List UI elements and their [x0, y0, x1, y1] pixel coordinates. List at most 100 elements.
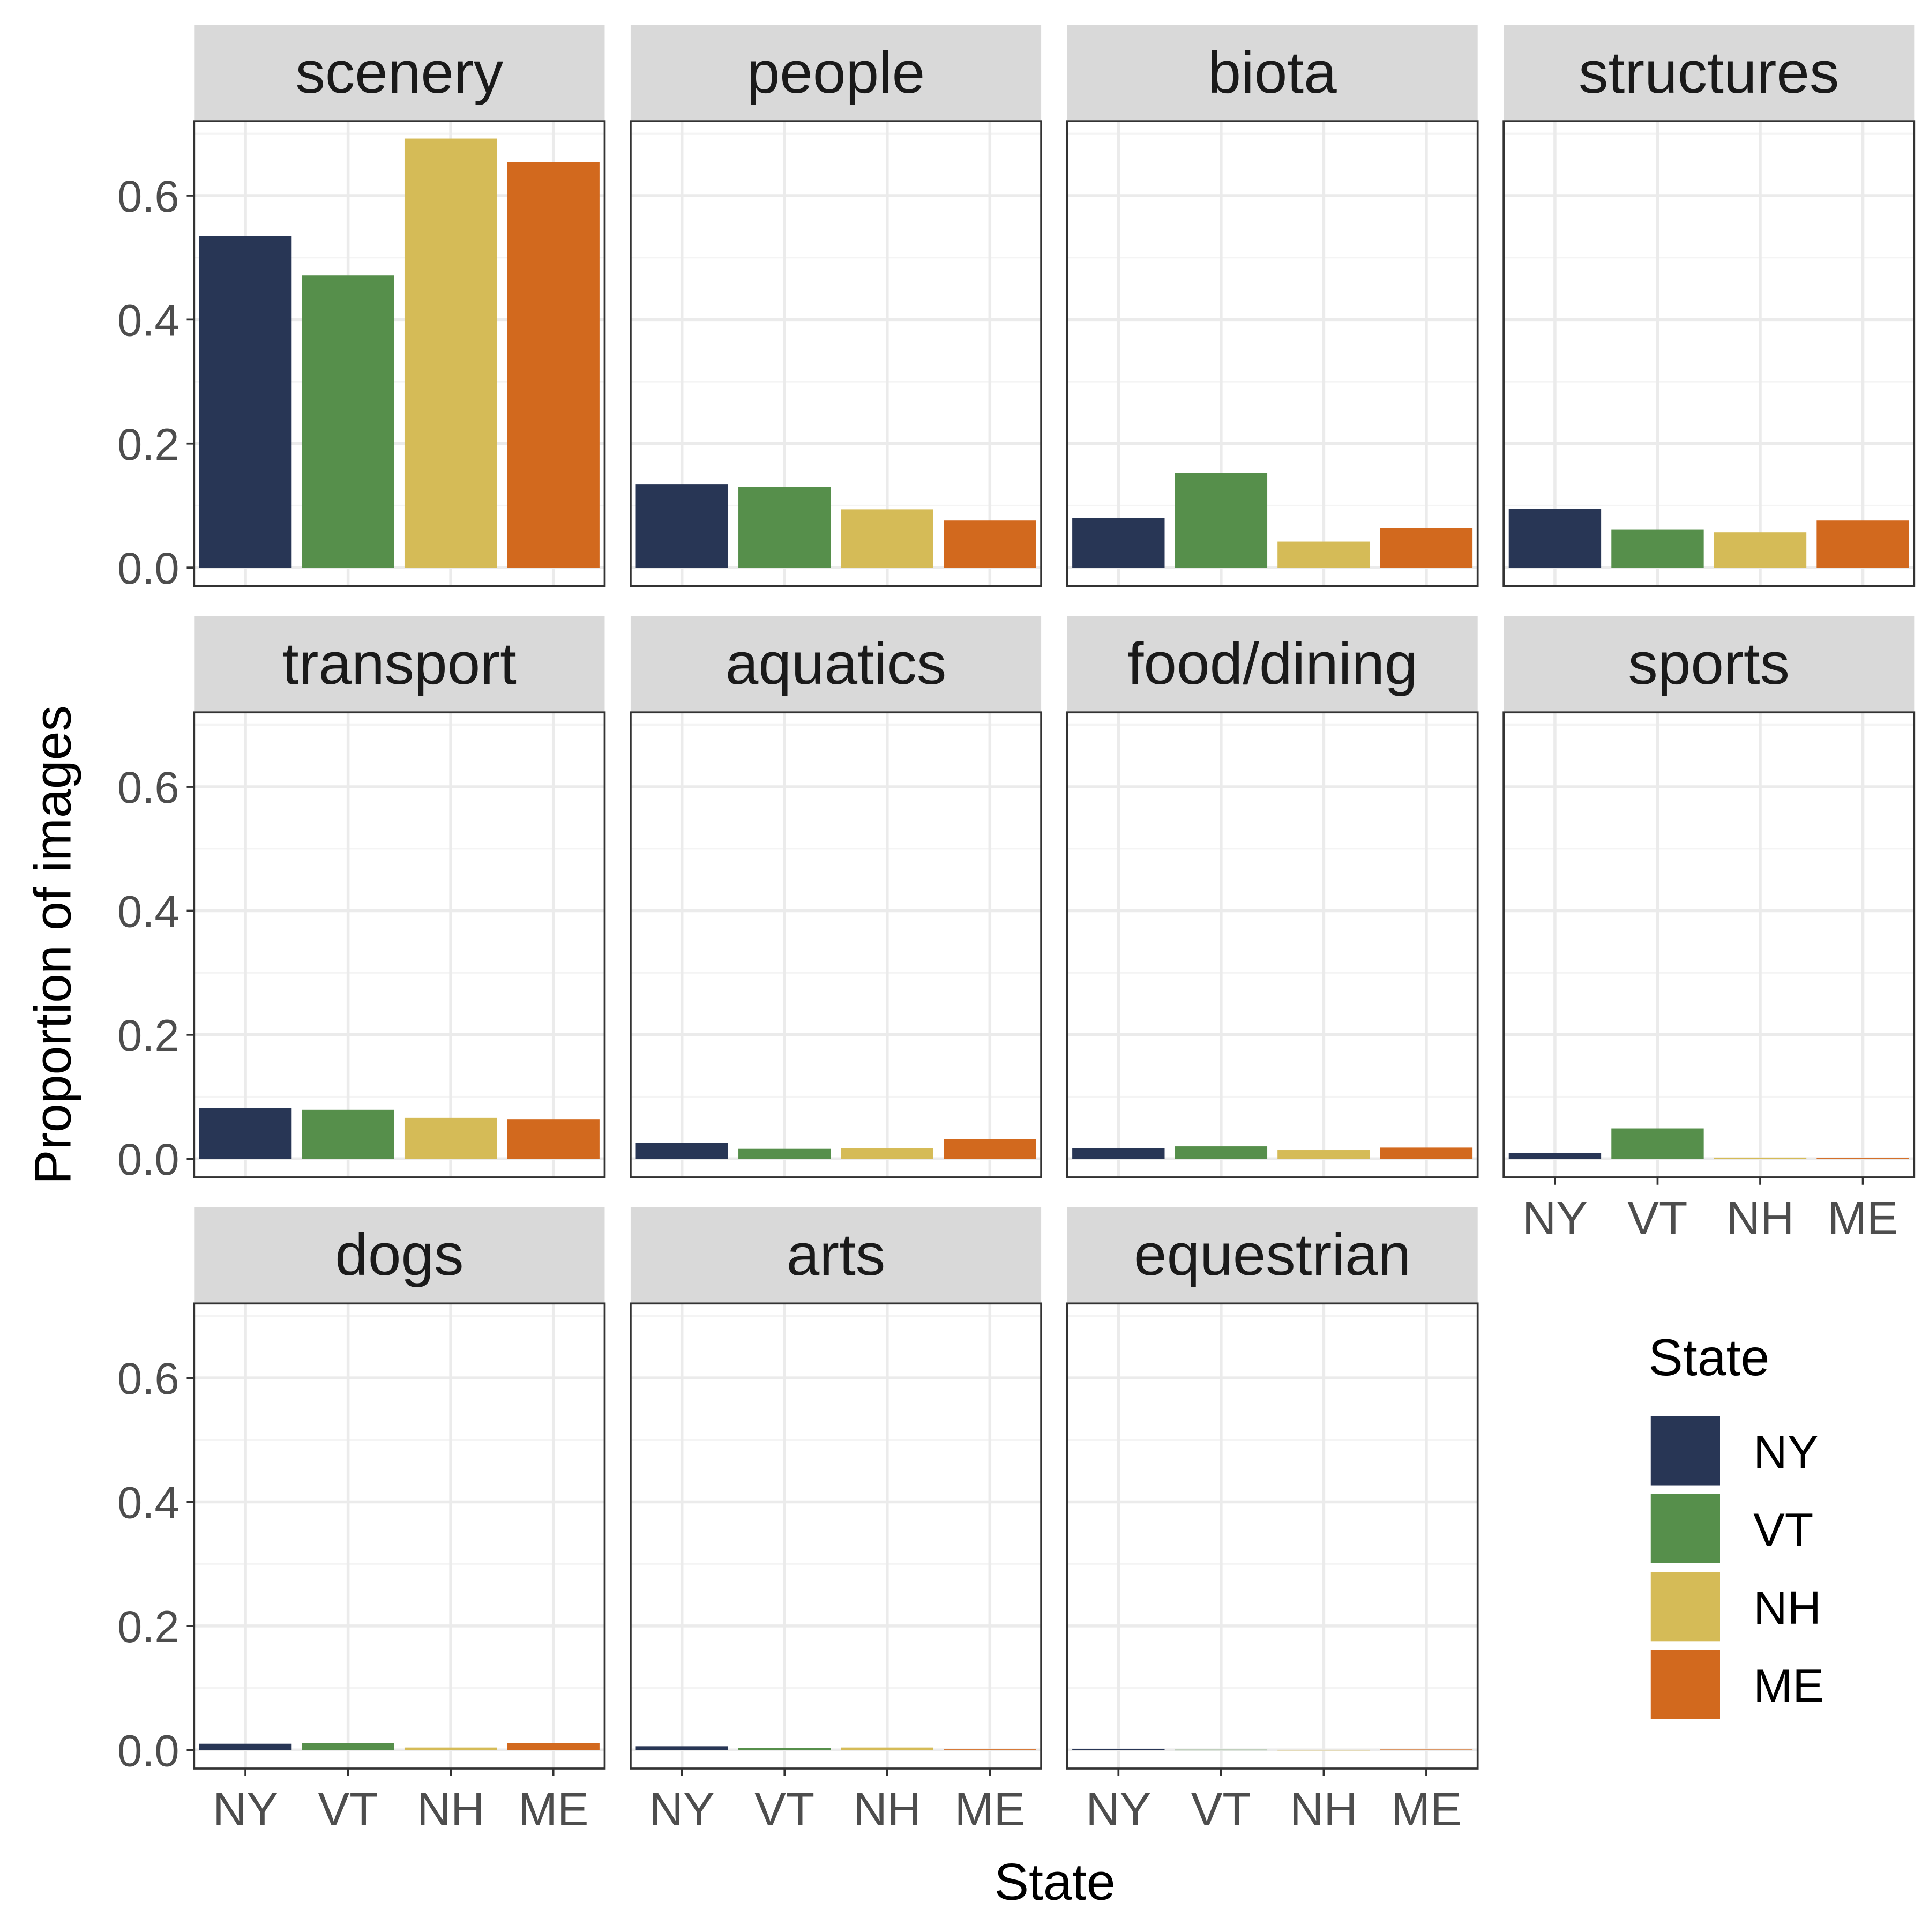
bar-scenery-me [507, 162, 600, 568]
x-tick-label: NH [1726, 1192, 1795, 1244]
bar-people-vt [738, 487, 831, 568]
y-axis-title: Proportion of images [24, 705, 82, 1184]
panel-border [193, 1302, 606, 1770]
y-tick-label: 0.6 [117, 171, 179, 221]
bar-dogs-vt [302, 1743, 394, 1750]
y-tick-label: 0.0 [117, 1726, 179, 1776]
facet-strip [194, 25, 605, 122]
facet-title: equestrian [1134, 1222, 1411, 1288]
bar-transport-ny [199, 1108, 292, 1159]
facet-strip [194, 616, 605, 713]
panel-border [630, 711, 1042, 1178]
bar-scenery-nh [404, 138, 497, 568]
bar-people-me [944, 520, 1036, 568]
y-tick-label: 0.2 [117, 420, 179, 469]
bar-transport-nh [404, 1117, 497, 1159]
facet-transport: transport 0.0 0.2 0.4 0.6 [117, 616, 606, 1184]
facet-strip [1067, 1207, 1478, 1304]
legend-label: NY [1753, 1426, 1819, 1478]
panel-background [1067, 712, 1478, 1177]
y-tick-label: 0.4 [117, 886, 179, 936]
facet-strip [630, 25, 1042, 122]
legend-key-nh [1650, 1572, 1720, 1642]
bar-people-ny [635, 484, 728, 568]
bar-food-dining-nh [1277, 1150, 1370, 1159]
bar-equestrian-me [1380, 1749, 1473, 1750]
bar-equestrian-ny [1072, 1748, 1165, 1750]
facet-equestrian: equestrian NY VT NH ME [1066, 1207, 1479, 1836]
x-tick-label: NH [1290, 1783, 1358, 1836]
panel-border [1066, 711, 1479, 1178]
panel-background [630, 1303, 1042, 1769]
panel-background [630, 712, 1042, 1177]
panel-border [1502, 711, 1916, 1178]
bar-people-nh [841, 509, 933, 568]
bar-dogs-me [507, 1743, 600, 1750]
panel-background [1067, 121, 1478, 586]
x-tick-label: NY [649, 1783, 715, 1836]
x-tick-label: NH [853, 1783, 921, 1836]
bar-biota-vt [1175, 473, 1268, 568]
facet-strip [1504, 616, 1915, 713]
panel-background [194, 712, 605, 1177]
bar-arts-ny [635, 1746, 728, 1750]
bar-biota-nh [1277, 541, 1370, 568]
facet-people: people [630, 25, 1042, 587]
legend-label: VT [1753, 1504, 1813, 1556]
bar-arts-vt [738, 1748, 831, 1750]
y-tick-label: 0.0 [117, 543, 179, 593]
bar-structures-nh [1714, 532, 1807, 568]
facet-title: people [747, 40, 925, 106]
bar-scenery-vt [302, 275, 394, 568]
bar-dogs-nh [404, 1747, 497, 1750]
panel-background [194, 1303, 605, 1769]
bar-scenery-ny [199, 236, 292, 568]
facet-strip [1504, 25, 1915, 122]
panel-border [630, 120, 1042, 587]
bar-dogs-ny [199, 1743, 292, 1750]
panel-border [193, 711, 606, 1178]
legend-title: State [1648, 1328, 1769, 1386]
panel-border [1066, 120, 1479, 587]
facet-scenery: scenery 0.0 0.2 0.4 0.6 [117, 25, 606, 593]
bar-structures-me [1816, 520, 1909, 568]
bar-transport-vt [302, 1109, 394, 1159]
x-tick-label: VT [754, 1783, 814, 1836]
x-tick-label: ME [1391, 1783, 1462, 1836]
facet-title: arts [787, 1222, 886, 1288]
panel-border [630, 1302, 1042, 1770]
bar-arts-me [944, 1749, 1036, 1750]
facet-biota: biota [1066, 25, 1479, 587]
y-tick-label: 0.6 [117, 1354, 179, 1404]
facet-title: dogs [335, 1222, 463, 1288]
facet-structures: structures [1502, 25, 1916, 587]
x-tick-label: VT [1191, 1783, 1251, 1836]
facet-title: aquatics [726, 631, 947, 697]
bar-biota-ny [1072, 518, 1165, 568]
bar-aquatics-me [944, 1139, 1036, 1159]
legend-key-me [1650, 1650, 1720, 1719]
x-tick-label: NY [1522, 1192, 1588, 1244]
y-tick-label: 0.2 [117, 1602, 179, 1652]
facet-arts: arts NY VT NH ME [630, 1207, 1042, 1836]
bar-biota-me [1380, 528, 1473, 568]
x-tick-label: NH [417, 1783, 485, 1836]
facet-title: sports [1628, 631, 1790, 697]
bar-aquatics-ny [635, 1143, 728, 1159]
bar-transport-me [507, 1119, 600, 1159]
y-tick-label: 0.4 [117, 295, 179, 345]
x-tick-label: ME [955, 1783, 1026, 1836]
facet-title: scenery [295, 40, 503, 106]
bar-food-dining-me [1380, 1147, 1473, 1159]
legend-label: NH [1753, 1582, 1821, 1634]
x-tick-label: VT [318, 1783, 378, 1836]
bar-arts-nh [841, 1747, 933, 1750]
bar-food-dining-ny [1072, 1148, 1165, 1159]
facet-strip [194, 1207, 605, 1304]
bar-sports-nh [1714, 1157, 1807, 1159]
facet-sports: sports NY VT NH ME [1502, 616, 1916, 1244]
y-tick-label: 0.6 [117, 763, 179, 812]
panel-border [1066, 1302, 1479, 1770]
bar-aquatics-nh [841, 1148, 933, 1159]
